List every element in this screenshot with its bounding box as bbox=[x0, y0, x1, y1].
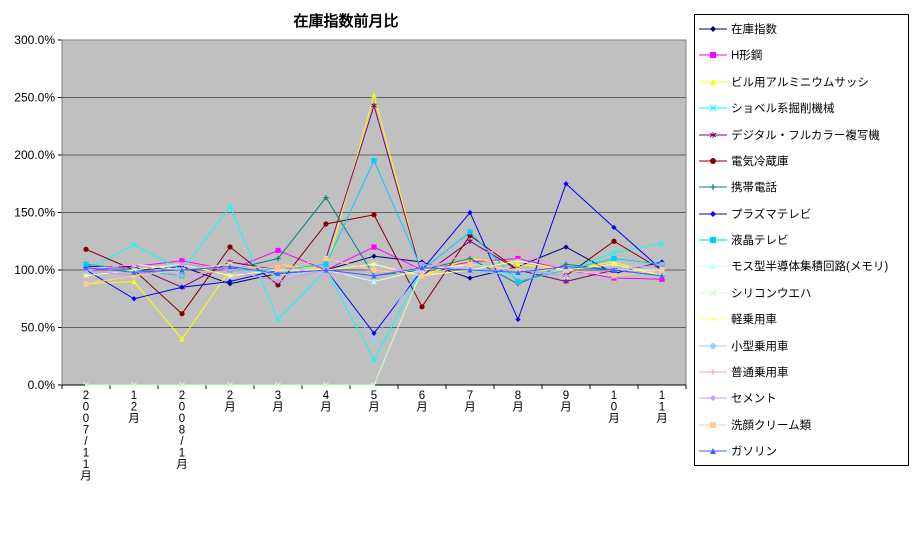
legend-marker-icon bbox=[699, 210, 727, 217]
legend-item-3[interactable]: ショベル系掘削機械 bbox=[699, 100, 904, 116]
legend-label: 液晶テレビ bbox=[731, 235, 789, 247]
plot-area: 0.0% 50.0% 100.0% 150.0% 200.0% 250.0% 300.0% 2… bbox=[14, 33, 687, 483]
series-ガソリン bbox=[83, 263, 665, 279]
legend-label: シリコンウエハ bbox=[731, 287, 812, 300]
legend-marker-icon bbox=[699, 131, 727, 138]
legend-label: H形鋼 bbox=[731, 50, 763, 63]
legend-marker-icon bbox=[699, 26, 727, 32]
legend-item-6[interactable]: 携帯電話 bbox=[699, 179, 904, 195]
legend-marker-icon bbox=[699, 448, 727, 454]
legend-marker-icon bbox=[699, 184, 727, 191]
y-tick-label: 50.0% bbox=[21, 321, 55, 335]
y-tick-label: 300.0% bbox=[14, 33, 55, 47]
y-tick-label: 250.0% bbox=[14, 91, 55, 105]
legend-item-0[interactable]: 在庫指数 bbox=[699, 21, 904, 37]
legend-label: ガソリン bbox=[731, 446, 777, 458]
legend-marker-icon bbox=[699, 104, 727, 112]
legend-label: セメント bbox=[731, 393, 777, 406]
legend-marker-icon bbox=[699, 342, 727, 349]
legend-label: 小型乗用車 bbox=[731, 340, 789, 353]
legend-marker-icon bbox=[699, 368, 727, 375]
legend-label: デジタル・フルカラー複写機 bbox=[731, 129, 880, 142]
y-tick-label: 150.0% bbox=[14, 206, 55, 220]
legend-item-11[interactable]: 軽乗用車 bbox=[699, 311, 904, 327]
legend-marker-icon bbox=[699, 395, 727, 402]
y-tick-label: 100.0% bbox=[14, 263, 55, 277]
legend-label: 携帯電話 bbox=[731, 182, 777, 195]
chart-title: 在庫指数前月比 bbox=[293, 13, 399, 30]
legend-marker-icon bbox=[699, 78, 727, 85]
legend-item-14[interactable]: セメント bbox=[699, 390, 904, 406]
x-category-label: 2 0 0 7/1 1 月 bbox=[80, 390, 92, 483]
legend-item-15[interactable]: 洗顔クリーム類 bbox=[699, 417, 904, 433]
legend-marker-icon bbox=[699, 52, 727, 59]
y-tick-label: 200.0% bbox=[14, 148, 55, 162]
legend-item-12[interactable]: 小型乗用車 bbox=[699, 338, 904, 354]
legend-marker-icon bbox=[699, 421, 727, 428]
legend-label: 軽乗用車 bbox=[731, 314, 777, 327]
legend-item-8[interactable]: 液晶テレビ bbox=[699, 232, 904, 248]
legend-item-4[interactable]: デジタル・フルカラー複写機 bbox=[699, 127, 904, 143]
legend-marker-icon bbox=[699, 316, 727, 323]
legend-label: 普通乗用車 bbox=[731, 366, 789, 379]
legend-marker-icon bbox=[699, 237, 727, 243]
legend-label: ビル用アルミニウムサッシ bbox=[731, 76, 869, 89]
legend-item-1[interactable]: H形鋼 bbox=[699, 47, 904, 63]
legend-label: 在庫指数 bbox=[731, 24, 777, 36]
legend-marker-icon bbox=[699, 157, 727, 164]
legend-item-7[interactable]: プラズマテレビ bbox=[699, 206, 904, 222]
y-tick-label: 0.0% bbox=[28, 378, 56, 392]
legend-marker-icon bbox=[699, 263, 727, 270]
legend-item-16[interactable]: ガソリン bbox=[699, 443, 904, 459]
legend-item-13[interactable]: 普通乗用車 bbox=[699, 364, 904, 380]
legend-item-5[interactable]: 電気冷蔵庫 bbox=[699, 153, 904, 169]
legend-label: 洗顔クリーム類 bbox=[731, 419, 812, 432]
legend-item-10[interactable]: シリコンウエハ bbox=[699, 285, 904, 301]
legend-label: ショベル系掘削機械 bbox=[731, 103, 835, 116]
x-category-label: 2 0 0 8/1 月 bbox=[176, 390, 188, 471]
legend: 在庫指数 H形鋼ビル用アルミニウムサッシ ショベル系掘削機械デジタル・フルカラー複写… bbox=[694, 14, 909, 466]
legend-marker-icon bbox=[699, 289, 727, 297]
legend-label: 電気冷蔵庫 bbox=[731, 155, 789, 168]
legend-item-9[interactable]: モス型半導体集積回路(メモリ) bbox=[699, 258, 904, 274]
legend-item-2[interactable]: ビル用アルミニウムサッシ bbox=[699, 74, 904, 90]
legend-label: プラズマテレビ bbox=[731, 208, 812, 221]
legend-label: モス型半導体集積回路(メモリ) bbox=[731, 261, 889, 274]
